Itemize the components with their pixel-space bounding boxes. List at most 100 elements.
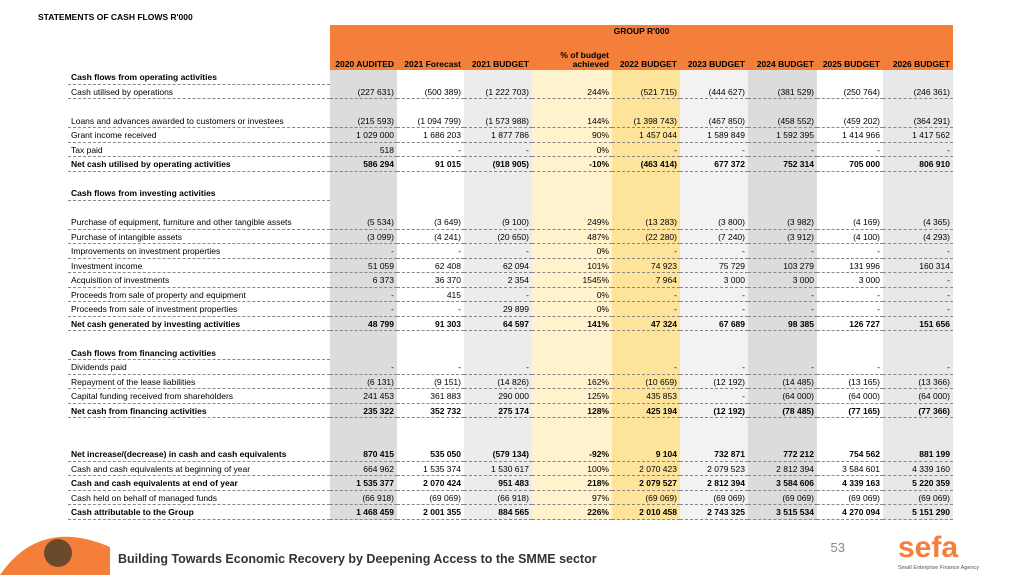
value-cell: (250 764) — [817, 85, 883, 99]
value-cell: 75 729 — [680, 258, 748, 273]
value-cell: - — [330, 302, 397, 317]
value-cell: - — [748, 244, 817, 259]
table-row — [68, 171, 953, 187]
row-label — [68, 172, 330, 187]
value-cell: 226% — [532, 505, 612, 520]
value-cell: (364 291) — [883, 113, 953, 128]
value-cell: - — [817, 288, 883, 302]
value-cell: - — [748, 287, 817, 302]
logo: sefa — [898, 531, 958, 564]
row-label: Capital funding received from shareholde… — [68, 389, 330, 404]
value-cell: 0% — [532, 142, 612, 157]
tagline-band — [110, 547, 810, 569]
value-cell: 518 — [330, 142, 397, 157]
value-cell: (77 366) — [883, 403, 953, 418]
value-cell: 352 732 — [397, 404, 464, 418]
value-cell — [464, 432, 532, 447]
value-cell: (12 192) — [680, 403, 748, 418]
value-cell — [748, 432, 817, 447]
value-cell: 67 689 — [680, 316, 748, 331]
value-cell — [397, 186, 464, 201]
table-row: Net cash utilised by operating activitie… — [68, 157, 953, 172]
group-header-row: GROUP R'000 — [68, 25, 953, 40]
value-cell: (444 627) — [680, 84, 748, 99]
value-cell: 1 535 377 — [330, 476, 397, 491]
value-cell: 290 000 — [464, 389, 532, 404]
value-cell — [397, 99, 464, 114]
row-label — [68, 331, 330, 346]
value-cell: (14 826) — [464, 374, 532, 389]
value-cell — [817, 433, 883, 448]
value-cell: 881 199 — [883, 447, 953, 462]
value-cell — [532, 360, 612, 375]
value-cell: - — [330, 287, 397, 302]
column-header: 2025 BUDGET — [817, 40, 883, 70]
value-cell: (4 365) — [883, 200, 953, 230]
value-cell: - — [680, 142, 748, 157]
row-label: Investment income — [68, 259, 330, 273]
value-cell — [680, 345, 748, 360]
value-cell: - — [612, 287, 680, 302]
value-cell: 1545% — [532, 273, 612, 288]
value-cell: 100% — [532, 461, 612, 476]
value-cell: 1 686 203 — [397, 128, 464, 143]
value-cell: 2 070 424 — [397, 476, 464, 491]
value-cell — [532, 186, 612, 201]
value-cell: (9 151) — [397, 375, 464, 389]
value-cell — [612, 99, 680, 114]
row-label: Improvements on investment properties — [68, 244, 330, 259]
value-cell: 0% — [532, 302, 612, 317]
value-cell — [680, 418, 748, 433]
value-cell: 3 000 — [680, 273, 748, 288]
value-cell: 2 354 — [464, 273, 532, 288]
value-cell — [612, 345, 680, 360]
value-cell — [397, 433, 464, 448]
value-cell: (9 100) — [464, 200, 532, 230]
value-cell: 36 370 — [397, 273, 464, 288]
value-cell: - — [883, 287, 953, 302]
value-cell: (4 241) — [397, 230, 464, 244]
row-label: Purchase of intangible assets — [68, 230, 330, 244]
value-cell: - — [330, 360, 397, 375]
value-cell: 4 339 160 — [883, 461, 953, 476]
table-row: Improvements on investment properties - - -… — [68, 244, 953, 259]
value-cell — [532, 418, 612, 433]
row-label: Net cash from financing activities — [68, 404, 330, 418]
row-label: Dividends paid — [68, 360, 330, 375]
table-row: Cash and cash equivalents at end of year… — [68, 476, 953, 491]
value-cell — [680, 171, 748, 186]
value-cell: (4 100) — [817, 230, 883, 244]
value-cell — [748, 186, 817, 201]
value-cell — [397, 418, 464, 433]
value-cell: (458 552) — [748, 113, 817, 128]
value-cell — [748, 345, 817, 360]
value-cell — [680, 432, 748, 447]
row-label: Grant income received — [68, 128, 330, 143]
table-row: Cash flows from financing activities — [68, 345, 953, 361]
column-header: 2023 BUDGET — [680, 40, 748, 70]
value-cell: 97% — [532, 490, 612, 505]
value-cell: - — [883, 142, 953, 157]
value-cell: - — [817, 143, 883, 157]
value-cell: 2 812 394 — [748, 461, 817, 476]
value-cell: 51 059 — [330, 258, 397, 273]
value-cell: 275 174 — [464, 403, 532, 418]
row-label: Cash and cash equivalents at beginning o… — [68, 462, 330, 476]
value-cell: (5 534) — [330, 200, 397, 230]
column-header: 2024 BUDGET — [748, 40, 817, 70]
value-cell: (13 165) — [817, 375, 883, 389]
value-cell: 5 220 359 — [883, 476, 953, 491]
value-cell: - — [612, 360, 680, 375]
table-row: Dividends paid - - - - - - - - — [68, 360, 953, 375]
table-row — [68, 331, 953, 346]
value-cell: - — [680, 302, 748, 317]
value-cell — [680, 331, 748, 346]
value-cell — [612, 418, 680, 433]
value-cell: (463 414) — [612, 157, 680, 172]
value-cell: -10% — [532, 157, 612, 172]
value-cell: - — [748, 302, 817, 317]
table-row: Grant income received 1 029 000 1 686 203 1… — [68, 128, 953, 143]
value-cell: 141% — [532, 316, 612, 331]
value-cell — [397, 331, 464, 346]
value-cell — [397, 346, 464, 361]
